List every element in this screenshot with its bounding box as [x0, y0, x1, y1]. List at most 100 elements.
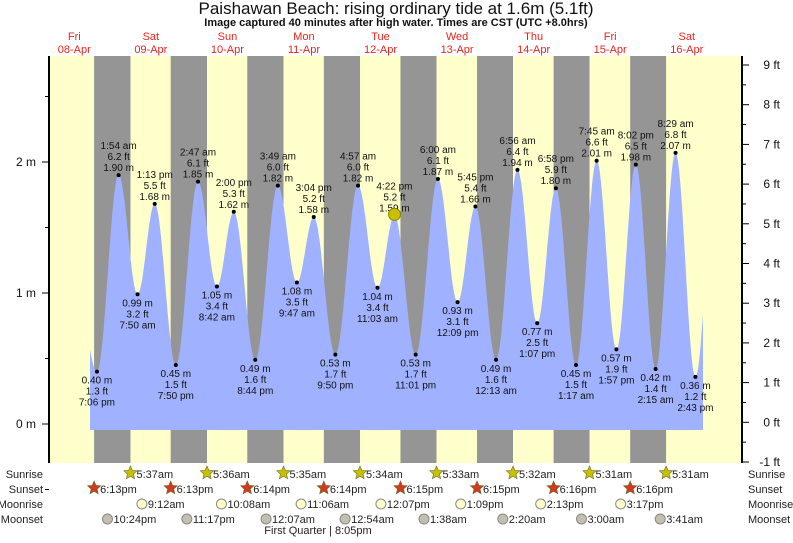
moonset-time: 1:38am [430, 514, 467, 526]
moonset-moon-icon [654, 513, 666, 525]
day-weekday: Sat [143, 31, 160, 43]
moon-phase-label: First Quarter | 8:05pm [264, 525, 371, 537]
moonset-time: 2:20am [509, 514, 546, 526]
tide-low-point [294, 280, 299, 285]
tide-low-m: 0.53 m [320, 359, 351, 370]
day-date: 15-Apr [594, 44, 627, 56]
tide-high-m: 1.85 m [183, 170, 214, 181]
tide-low-time: 7:06 pm [79, 398, 115, 409]
sunrise-star-icon [352, 465, 368, 480]
tide-low-m: 1.04 m [362, 292, 393, 303]
tide-high-point [633, 162, 638, 167]
tide-high-m: 2.01 m [581, 149, 612, 160]
tide-high-time: 8:02 pm [618, 131, 654, 142]
tide-low-m: 1.05 m [202, 290, 233, 301]
tide-low-ft: 1.6 ft [244, 375, 266, 386]
day-weekday: Sun [218, 31, 238, 43]
day-weekday: Mon [293, 31, 314, 43]
moonrise-time: 9:12am [148, 499, 185, 511]
tide-high-time: 6:00 am [420, 145, 456, 156]
tide-high-ft: 5.5 ft [144, 181, 166, 192]
day-date: 09-Apr [134, 44, 167, 56]
tide-low-m: 0.45 m [561, 369, 592, 380]
tide-low-point [693, 374, 698, 379]
moonset-moon-icon [101, 513, 113, 525]
tide-low-m: 0.36 m [680, 381, 711, 392]
tide-high-m: 1.80 m [541, 176, 572, 187]
astronomy-rows: Sunrise Sunrise 5:37am 5:36am 5:35am 5:34am 5:… [0, 465, 793, 526]
tide-low-ft: 3.4 ft [366, 303, 388, 314]
tide-high-time: 4:57 am [340, 152, 376, 163]
tide-low-m: 0.45 m [161, 369, 192, 380]
tide-low-ft: 1.6 ft [485, 375, 507, 386]
tide-high-point [594, 158, 599, 163]
tide-low-time: 9:50 pm [317, 381, 353, 392]
sunset-time: 6:15pm [406, 484, 443, 496]
right-tick-label: 6 ft [763, 177, 780, 191]
tide-low-ft: 3.2 ft [126, 309, 148, 320]
moonrise-time: 1:09pm [467, 499, 504, 511]
axes: 0 m 1 m 2 m -1 ft 0 ft 1 ft 2 ft 3 ft 4 ft 5 ft 6 … [16, 56, 781, 490]
tide-low-time: 1:57 pm [598, 375, 634, 386]
tide-high-m: 1.66 m [460, 195, 491, 206]
tide-low-time: 8:42 am [199, 312, 235, 323]
right-tick-label: 3 ft [763, 296, 780, 310]
tide-high-point [116, 173, 121, 178]
tide-high-ft: 6.0 ft [267, 163, 289, 174]
day-date: 10-Apr [211, 44, 244, 56]
moonrise-moon-icon [375, 498, 387, 510]
tide-low-point [653, 366, 658, 371]
tide-high-time: 1:13 pm [137, 170, 173, 181]
tide-high-m: 1.98 m [621, 153, 652, 164]
tide-low-point [135, 292, 140, 297]
tide-low-point [333, 352, 338, 357]
tide-low-time: 2:43 pm [677, 403, 713, 414]
chart-subtitle: Image captured 40 minutes after high wat… [204, 17, 588, 29]
moonrise-time: 11:06am [307, 499, 349, 511]
tide-high-m: 1.58 m [298, 205, 329, 216]
tide-low-time: 9:47 am [279, 309, 315, 320]
sunset-row-label-right: Sunset [748, 484, 782, 496]
tide-high-m: 1.82 m [263, 174, 294, 185]
tide-low-point [455, 300, 460, 305]
moonrise-moon-icon [136, 498, 148, 510]
sunset-star-icon [393, 480, 408, 495]
tide-low-m: 0.49 m [481, 364, 512, 375]
moonrise-time: 3:17pm [627, 499, 664, 511]
moonrise-moon-icon [215, 498, 227, 510]
day-weekday: Fri [68, 31, 81, 43]
tide-low-m: 0.99 m [122, 298, 153, 309]
tide-low-ft: 1.5 ft [565, 380, 587, 391]
tide-low-time: 12:09 pm [437, 328, 479, 339]
left-tick-label: 0 m [16, 417, 36, 431]
tide-high-ft: 5.2 ft [383, 193, 405, 204]
right-tick-label: 0 ft [763, 415, 780, 429]
tide-low-time: 11:01 pm [395, 381, 436, 392]
tide-high-ft: 5.2 ft [303, 194, 325, 205]
moonset-row-label: Moonset [1, 514, 43, 526]
tide-low-point [614, 347, 619, 352]
day-date: 12-Apr [364, 44, 397, 56]
tide-low-point [375, 285, 380, 290]
sunrise-time: 5:36am [213, 469, 250, 481]
tide-high-time: 2:47 am [180, 148, 216, 159]
tide-extremes: 0.40 m1.3 ft7:06 pm 1:54 am6.2 ft1.90 m 0.… [79, 119, 714, 414]
tide-high-ft: 6.8 ft [664, 130, 686, 141]
right-tick-label: -1 ft [759, 455, 780, 469]
moonset-time: 12:07am [272, 514, 315, 526]
tide-high-point [311, 215, 316, 220]
tide-high-point [356, 183, 361, 188]
tide-low-time: 1:17 am [558, 391, 594, 402]
tide-high-m: 1.94 m [502, 158, 533, 169]
sunrise-star-icon [199, 465, 215, 480]
sunset-time: 6:16pm [636, 484, 673, 496]
moonrise-time: 12:07pm [387, 499, 430, 511]
tide-high-ft: 6.0 ft [347, 163, 369, 174]
sunrise-star-icon [429, 465, 444, 480]
tide-low-ft: 3.4 ft [206, 301, 228, 312]
sunrise-row-label-right: Sunrise [748, 469, 785, 481]
tide-low-m: 0.93 m [442, 306, 473, 317]
sunrise-time: 5:33am [443, 469, 480, 481]
sunrise-time: 5:35am [289, 469, 326, 481]
sunrise-time: 5:34am [366, 469, 403, 481]
